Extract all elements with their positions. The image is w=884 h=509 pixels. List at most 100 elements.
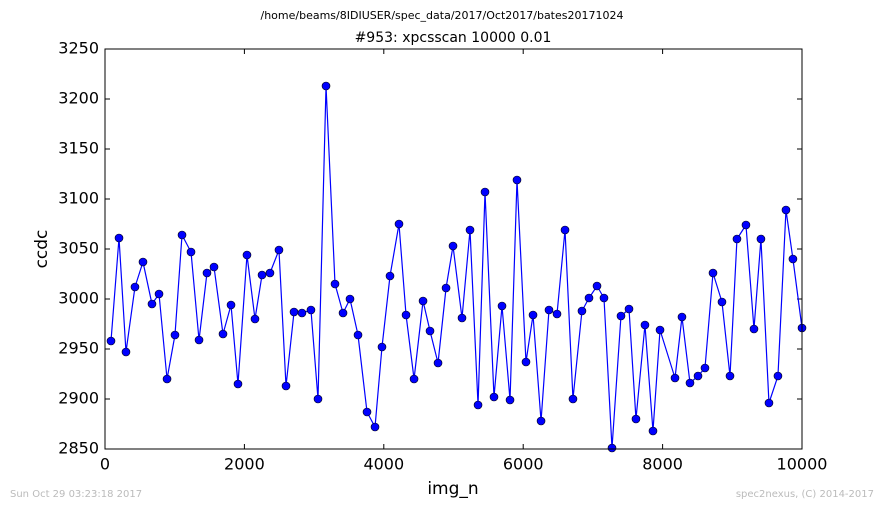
data-point — [186, 247, 196, 257]
footer-left: Sun Oct 29 03:23:18 2017 — [10, 489, 142, 500]
data-point — [289, 307, 299, 317]
data-point — [577, 306, 587, 316]
data-point — [138, 257, 148, 267]
data-point — [670, 373, 680, 383]
data-point — [202, 268, 212, 278]
data-point — [281, 381, 291, 391]
data-point — [370, 422, 380, 432]
data-point — [433, 358, 443, 368]
footer-right: spec2nexus, (C) 2014-2017 — [736, 489, 874, 500]
data-point — [362, 407, 372, 417]
suptitle: /home/beams/8IDIUSER/spec_data/2017/Oct2… — [261, 9, 624, 22]
data-point — [677, 312, 687, 322]
data-point — [624, 304, 634, 314]
data-point — [394, 219, 404, 229]
x-tick-label: 6000 — [503, 455, 544, 474]
data-point — [544, 305, 554, 315]
data-point — [250, 314, 260, 324]
data-point — [457, 313, 467, 323]
data-point — [489, 392, 499, 402]
y-tick-label: 2850 — [58, 439, 99, 458]
data-point — [497, 301, 507, 311]
data-point — [418, 296, 428, 306]
x-tick-label: 8000 — [642, 455, 683, 474]
data-point — [345, 294, 355, 304]
data-point — [725, 371, 735, 381]
data-point — [330, 279, 340, 289]
data-point — [170, 330, 180, 340]
y-tick-label: 3150 — [58, 139, 99, 158]
data-point — [177, 230, 187, 240]
data-point — [505, 395, 515, 405]
plot-area: 2850 2900 2950 3000 3050 3100 3150 3200 3250 0 200… — [58, 39, 827, 474]
data-point — [584, 293, 594, 303]
data-point — [528, 310, 538, 320]
data-point — [242, 250, 252, 260]
data-point — [717, 297, 727, 307]
data-point — [685, 378, 695, 388]
data-point — [194, 335, 204, 345]
data-point — [401, 310, 411, 320]
data-point — [385, 271, 395, 281]
data-point — [749, 324, 759, 334]
data-point — [130, 282, 140, 292]
data-point — [700, 363, 710, 373]
data-point — [233, 379, 243, 389]
data-point — [693, 371, 703, 381]
y-tick-label: 2950 — [58, 339, 99, 358]
data-point — [781, 205, 791, 215]
data-point — [274, 245, 284, 255]
data-point — [297, 308, 307, 318]
data-point — [448, 241, 458, 251]
data-point — [321, 81, 331, 91]
data-point — [599, 293, 609, 303]
data-point — [465, 225, 475, 235]
x-tick-label: 2000 — [224, 455, 265, 474]
data-point — [306, 305, 316, 315]
data-point — [568, 394, 578, 404]
data-point — [114, 233, 124, 243]
y-tick-label: 3200 — [58, 89, 99, 108]
data-point — [640, 320, 650, 330]
data-point — [480, 187, 490, 197]
y-tick-label: 2900 — [58, 389, 99, 408]
x-tick-label: 0 — [100, 455, 110, 474]
data-point — [409, 374, 419, 384]
x-axis-label: img_n — [427, 479, 478, 499]
y-axis-label: ccdc — [32, 230, 52, 269]
data-point — [257, 270, 267, 280]
data-point — [154, 289, 164, 299]
data-point — [592, 281, 602, 291]
data-point — [560, 225, 570, 235]
data-point — [209, 262, 219, 272]
data-point — [441, 283, 451, 293]
data-point — [788, 254, 798, 264]
data-point — [756, 234, 766, 244]
data-point — [536, 416, 546, 426]
chart-title: #953: xpcsscan 10000 0.01 — [355, 30, 552, 46]
data-point — [607, 443, 617, 453]
data-point — [648, 426, 658, 436]
data-point — [741, 220, 751, 230]
y-tick-label: 3000 — [58, 289, 99, 308]
data-point — [377, 342, 387, 352]
data-point — [764, 398, 774, 408]
data-point — [708, 268, 718, 278]
data-point — [631, 414, 641, 424]
data-point — [338, 308, 348, 318]
plot-frame — [104, 48, 803, 450]
data-point — [616, 311, 626, 321]
data-point — [512, 175, 522, 185]
x-tick-label: 10000 — [777, 455, 828, 474]
data-point — [162, 374, 172, 384]
data-point — [226, 300, 236, 310]
y-tick-label: 3250 — [58, 39, 99, 58]
data-point — [353, 330, 363, 340]
data-point — [425, 326, 435, 336]
data-point — [147, 299, 157, 309]
data-point — [121, 347, 131, 357]
data-point — [473, 400, 483, 410]
data-point — [313, 394, 323, 404]
data-point — [773, 371, 783, 381]
